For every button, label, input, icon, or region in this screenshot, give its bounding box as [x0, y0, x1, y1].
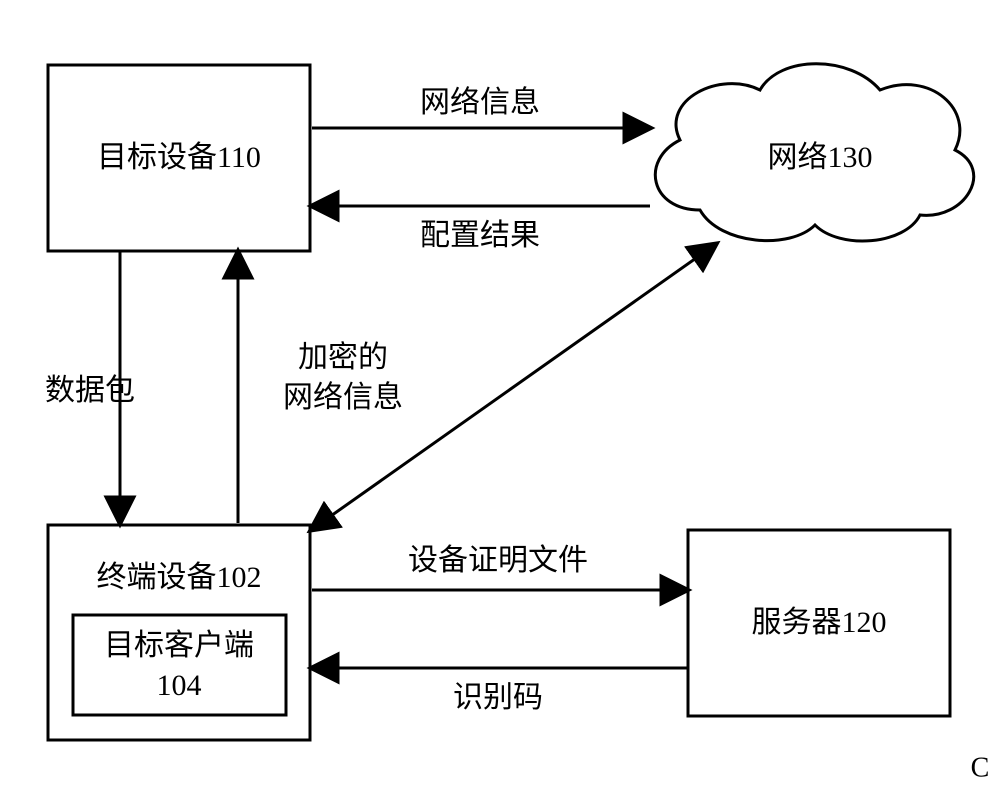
node-terminal-device: 终端设备102 目标客户端 104	[48, 525, 310, 740]
node-server: 服务器120	[688, 530, 950, 716]
target-client-label-2: 104	[157, 669, 202, 702]
server-label: 服务器120	[752, 606, 887, 639]
target-client-label-1: 目标客户端	[104, 629, 254, 662]
diagram-canvas: 目标设备110 网络130 终端设备102 目标客户端 104 服务器120 网…	[0, 0, 1000, 805]
node-target-device: 目标设备110	[48, 65, 310, 251]
edge-network-info-label: 网络信息	[420, 86, 540, 119]
edge-device-cert-label: 设备证明文件	[408, 544, 588, 577]
network-cloud-label: 网络130	[768, 141, 873, 174]
edge-encrypted-label-1: 加密的	[298, 341, 388, 374]
node-network-cloud: 网络130	[655, 64, 973, 241]
terminal-device-label: 终端设备102	[97, 561, 262, 594]
target-device-label: 目标设备110	[97, 141, 261, 174]
edge-config-result-label: 配置结果	[420, 219, 540, 252]
edge-encrypted-label-2: 网络信息	[283, 381, 403, 414]
edge-data-packet-label: 数据包	[45, 374, 135, 407]
corner-label: C	[971, 752, 990, 783]
edge-id-code-label: 识别码	[453, 681, 543, 714]
